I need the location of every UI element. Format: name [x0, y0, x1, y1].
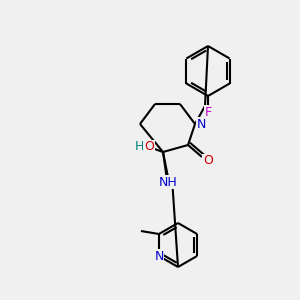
Text: H: H [134, 140, 144, 154]
Text: N: N [196, 118, 206, 130]
Text: N: N [154, 250, 164, 262]
Text: O: O [144, 140, 154, 154]
Text: NH: NH [159, 176, 177, 188]
Text: F: F [204, 106, 211, 118]
Text: O: O [203, 154, 213, 167]
